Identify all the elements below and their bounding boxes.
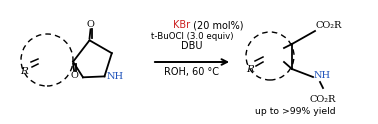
Text: O: O [87, 20, 94, 29]
Text: DBU: DBU [181, 41, 203, 51]
Text: NH: NH [107, 72, 124, 81]
Text: CO₂R: CO₂R [316, 21, 342, 30]
Text: O: O [70, 71, 78, 80]
Text: R: R [20, 67, 28, 77]
Text: CO₂R: CO₂R [310, 95, 336, 104]
Text: t-BuOCl (3.0 equiv): t-BuOCl (3.0 equiv) [151, 32, 233, 41]
Text: (20 mol%): (20 mol%) [190, 20, 243, 30]
Text: R: R [246, 64, 254, 74]
Text: NH: NH [314, 72, 331, 80]
Text: KBr: KBr [173, 20, 190, 30]
Text: up to >99% yield: up to >99% yield [255, 107, 335, 116]
Text: ROH, 60 °C: ROH, 60 °C [164, 67, 220, 77]
